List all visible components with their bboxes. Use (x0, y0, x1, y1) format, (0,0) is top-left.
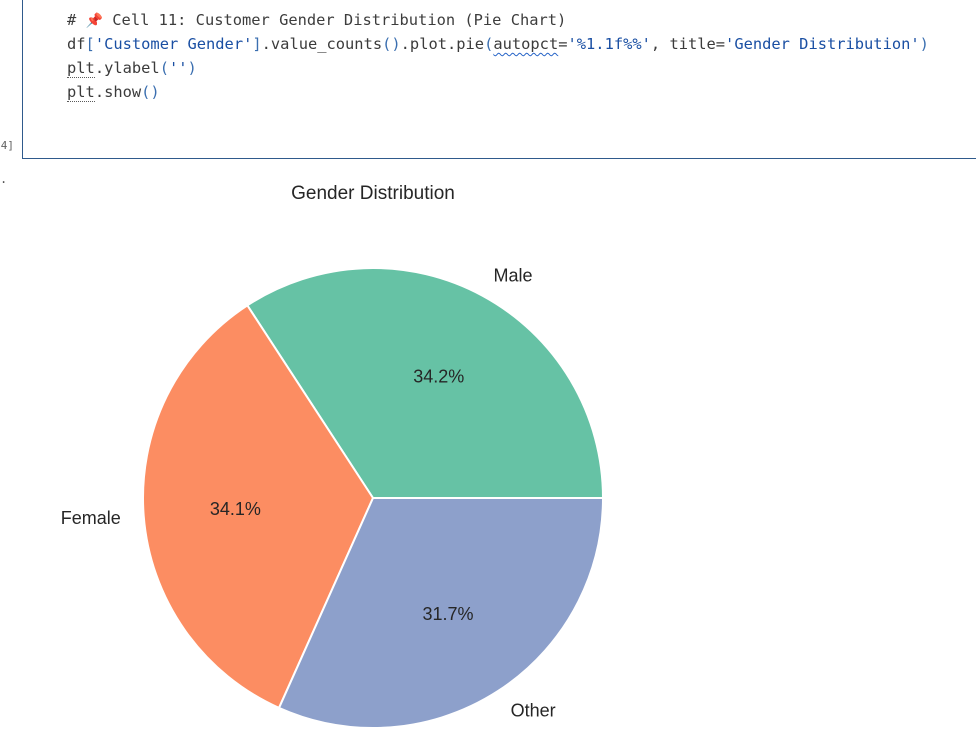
pie-slice-female (142, 303, 375, 710)
code-token: , title= (650, 35, 726, 53)
output-marker: . (0, 172, 8, 186)
pie-slice-other (277, 497, 605, 729)
code-editor[interactable]: # 📌 Cell 11: Customer Gender Distributio… (67, 8, 929, 104)
code-token: ] (252, 35, 262, 53)
pie-slices (142, 267, 605, 729)
comment-text: Cell 11: Customer Gender Distribution (P… (112, 11, 567, 29)
code-token: ( (484, 35, 494, 53)
code-token: () (141, 83, 160, 101)
code-token: plt (67, 59, 95, 78)
pie-pct-label-male: 34.2% (413, 367, 464, 387)
code-token: .ylabel (94, 59, 160, 77)
code-token: .plot.pie (400, 35, 485, 53)
code-string: 'Gender Distribution' (725, 35, 920, 53)
code-line-2: df['Customer Gender'].value_counts().plo… (67, 32, 929, 56)
code-token: ) (187, 59, 197, 77)
code-line-1: # 📌 Cell 11: Customer Gender Distributio… (67, 8, 929, 32)
code-line-3: plt.ylabel('') (67, 56, 929, 80)
code-string: '' (168, 59, 188, 77)
chart-title: Gender Distribution (291, 183, 455, 204)
code-token: .value_counts (261, 35, 383, 53)
code-token: plt (67, 83, 95, 102)
code-token: = (558, 35, 568, 53)
code-line-4: plt.show() (67, 80, 929, 104)
code-token: () (382, 35, 401, 53)
code-token: df (67, 35, 86, 53)
code-string: 'Customer Gender' (94, 35, 253, 53)
code-token: .show (94, 83, 142, 101)
pie-label-male: Male (493, 266, 532, 286)
code-token: ) (919, 35, 929, 53)
cell-output: Gender Distribution Male 34.2% Female 34.1%… (0, 165, 976, 732)
pie-labels: Male 34.2% Female 34.1% Other 31.7% (61, 266, 556, 721)
pie-pct-label-other: 31.7% (423, 604, 474, 624)
pushpin-icon: 📌 (85, 13, 103, 29)
pie-label-female: Female (61, 508, 121, 528)
code-cell[interactable]: # 📌 Cell 11: Customer Gender Distributio… (22, 0, 976, 159)
comment-hash: # (67, 11, 77, 29)
pie-label-other: Other (511, 700, 556, 720)
code-token: [ (85, 35, 95, 53)
code-string: '%1.1f%%' (567, 35, 651, 53)
execution-count: 4] (0, 139, 14, 152)
pie-pct-label-female: 34.1% (210, 499, 261, 519)
code-token: ( (159, 59, 169, 77)
pie-chart: Gender Distribution Male 34.2% Female 34.1%… (61, 183, 605, 729)
code-warning-token[interactable]: autopct (493, 35, 559, 53)
